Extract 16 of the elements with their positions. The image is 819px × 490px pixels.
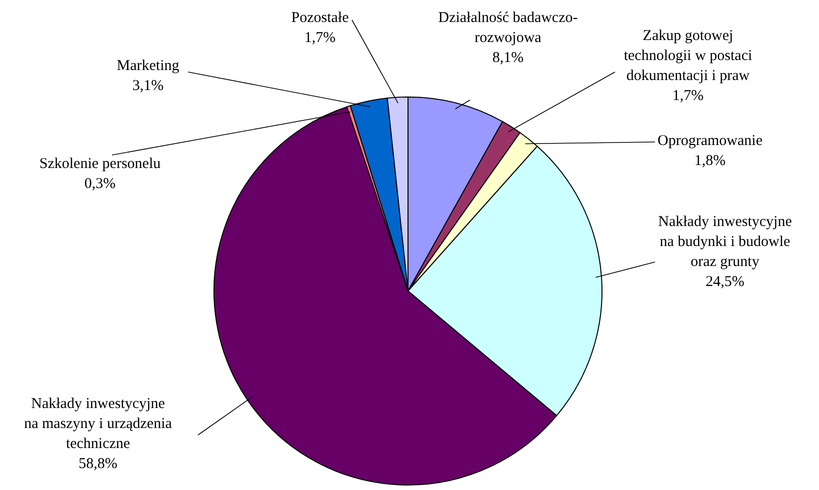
data-label: 3,1% — [132, 78, 164, 94]
slice-label: Działalność badawczo-rozwojowa — [438, 10, 578, 46]
slice-label: Oprogramowanie — [658, 133, 763, 149]
data-label: 58,8% — [78, 456, 118, 472]
slice-label: Szkolenie personelu — [39, 156, 162, 172]
data-label: 8,1% — [492, 50, 524, 66]
slice-label: Marketing — [116, 58, 180, 74]
slice-label: Zakup gotowej technologii w postaci dokumentacji i praw — [624, 28, 752, 84]
slice-label: Nakłady inwestycyjne na maszyny i urządzenia techniczne — [24, 396, 172, 452]
data-label: 1,7% — [304, 30, 336, 46]
slice-label: Pozostałe — [291, 10, 350, 26]
slice-label: Nakłady inwestycyjne na budynki i budowle oraz grunty — [658, 214, 792, 270]
data-label: 0,3% — [84, 176, 116, 192]
data-label: 1,8% — [694, 153, 726, 169]
data-label: 24,5% — [706, 274, 744, 290]
data-label: 1,7% — [672, 88, 704, 104]
